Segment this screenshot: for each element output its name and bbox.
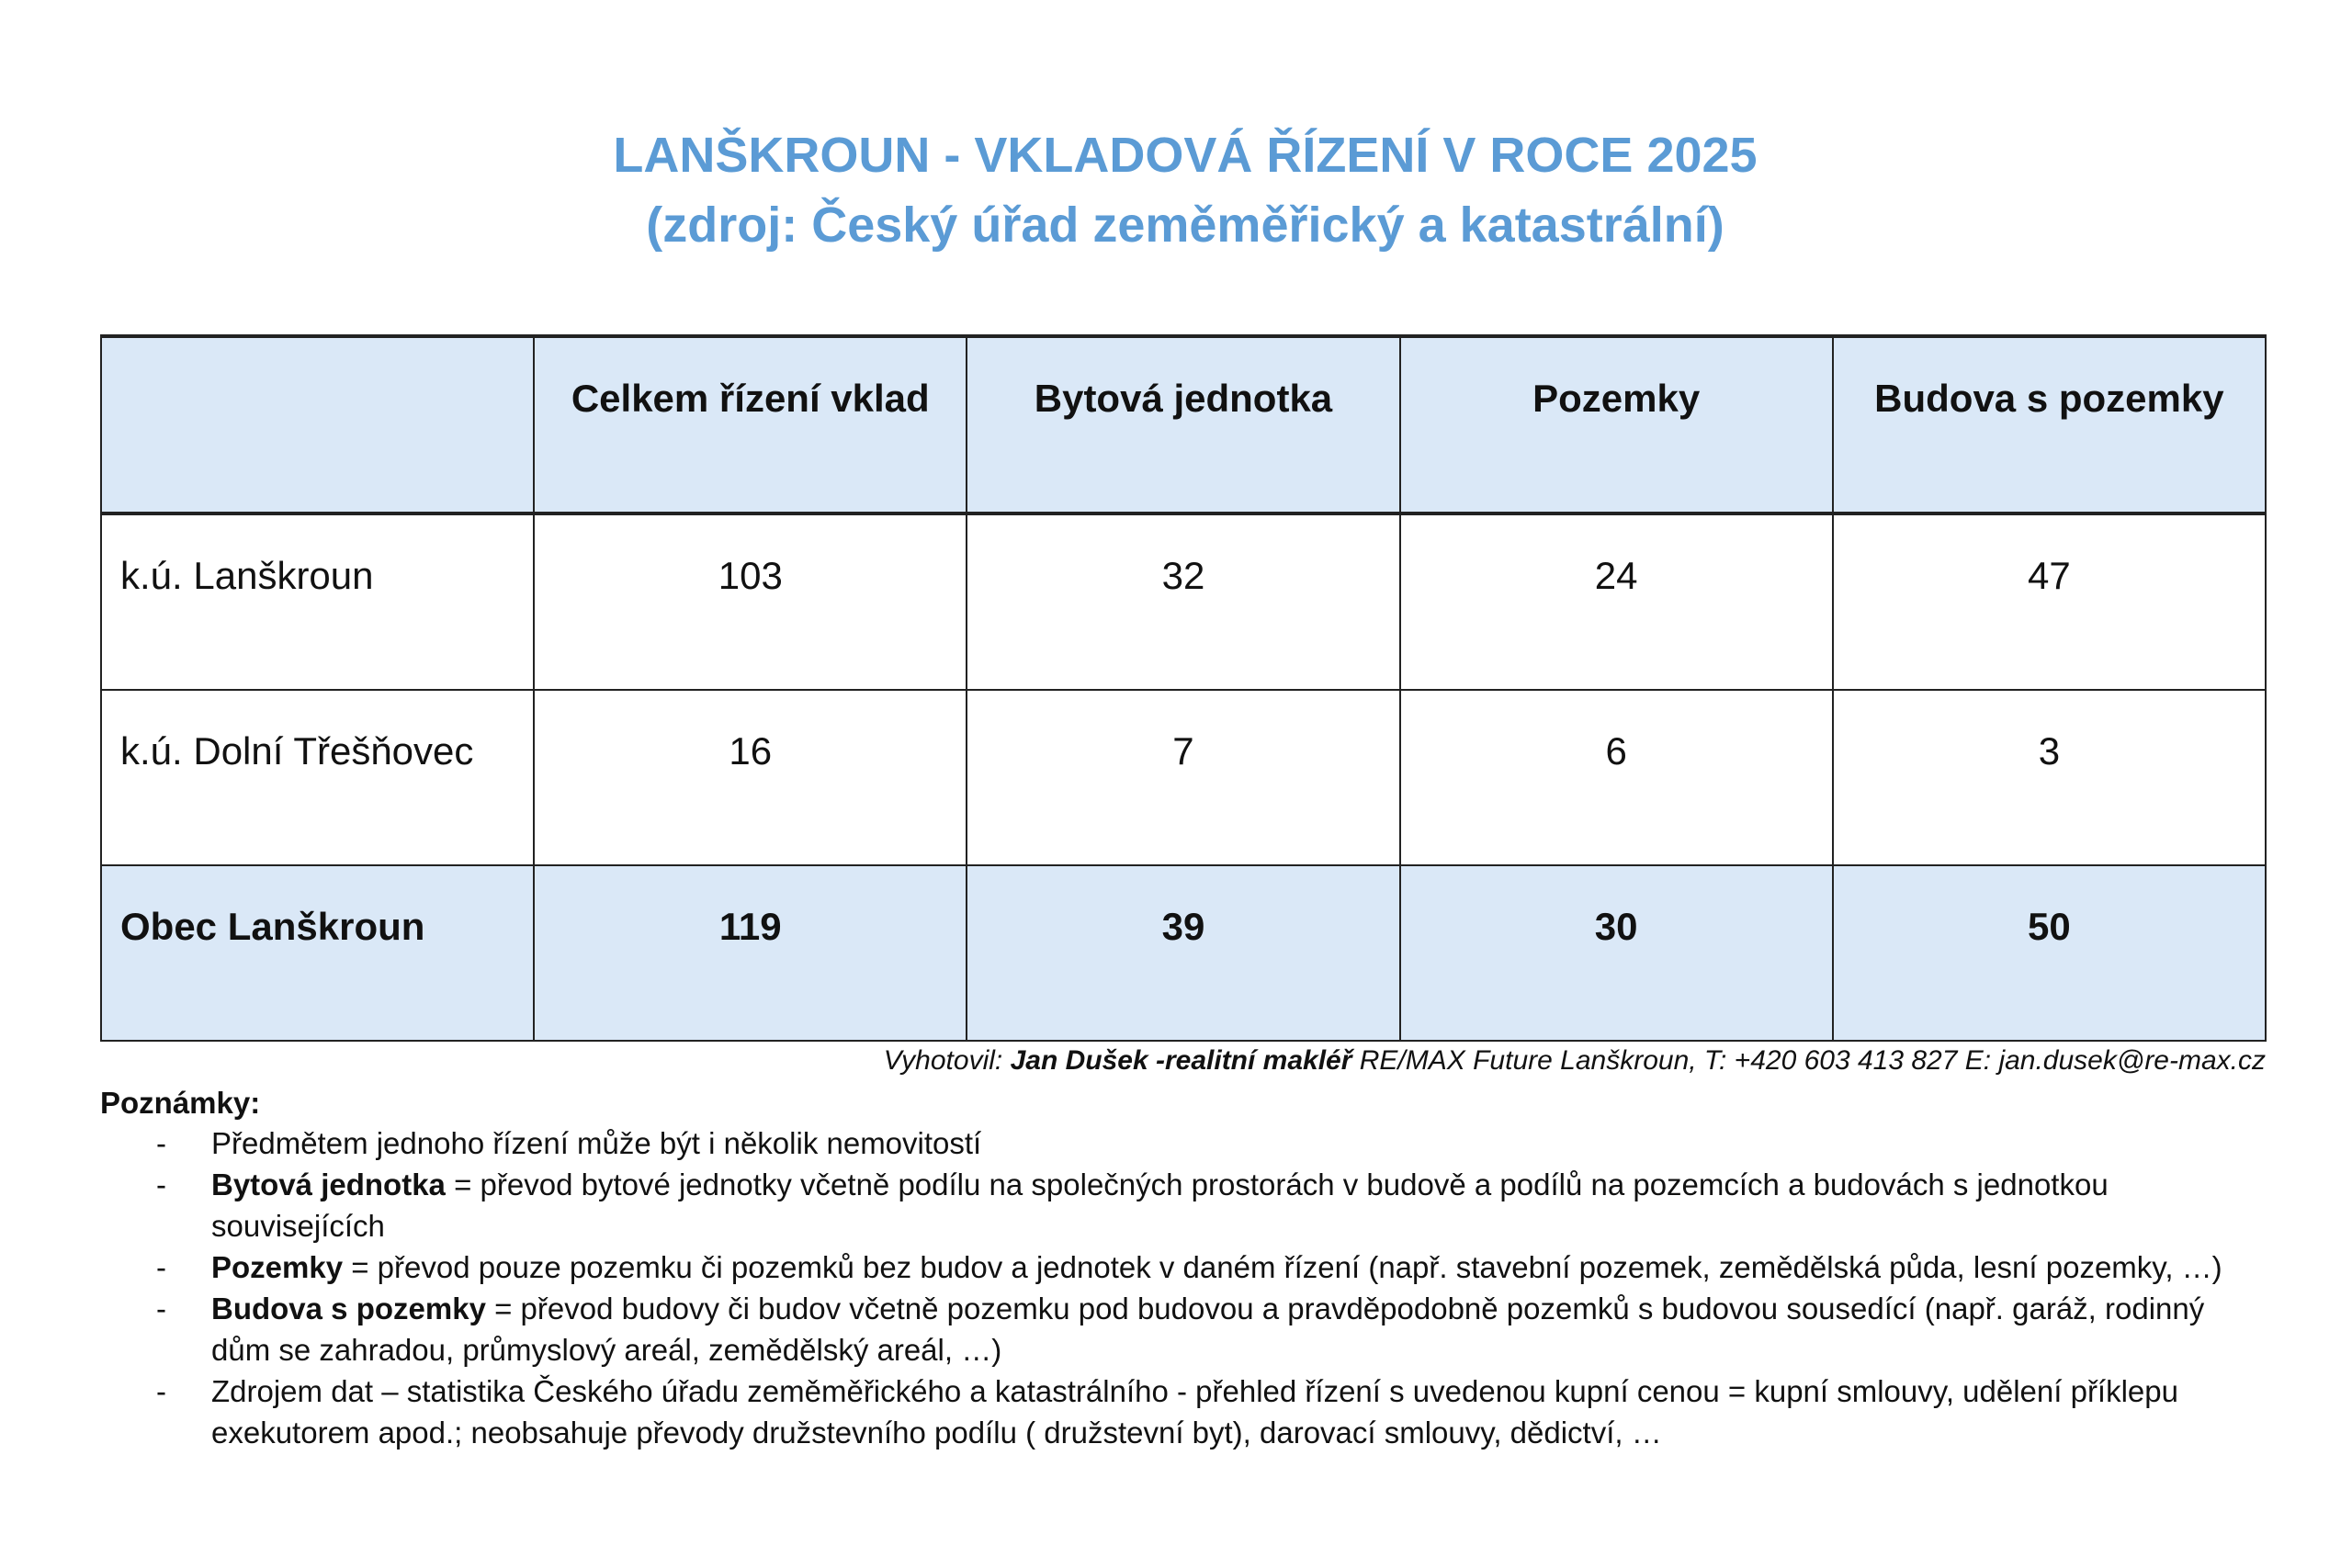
table-cell: 103 <box>533 513 968 691</box>
note-item: - Zdrojem dat – statistika Českého úřadu … <box>0 1371 2278 1453</box>
table-cell: 30 <box>1398 864 1834 1042</box>
column-header-building: Budova s pozemky <box>1831 334 2267 515</box>
row-label: Obec Lanškroun <box>99 864 536 1042</box>
table-header-row: Celkem řízení vklad Bytová jednotka Poze… <box>99 334 2267 515</box>
dash-bullet-icon: - <box>156 1250 166 1284</box>
dash-bullet-icon: - <box>156 1168 166 1201</box>
dash-bullet-icon: - <box>156 1374 166 1408</box>
note-item: - Pozemky = převod pouze pozemku či pozem… <box>0 1247 2278 1288</box>
table-row: k.ú. Lanškroun 103 32 24 47 <box>99 513 2267 691</box>
dash-bullet-icon: - <box>156 1292 166 1325</box>
note-item: - Budova s pozemky = převod budovy či bud… <box>0 1288 2278 1371</box>
column-header-apartment: Bytová jednotka <box>966 334 1401 515</box>
note-item: - Bytová jednotka = převod bytové jednotk… <box>0 1164 2278 1247</box>
table-cell: 7 <box>966 689 1401 866</box>
table-row: k.ú. Dolní Třešňovec 16 7 6 3 <box>99 689 2267 866</box>
row-label: k.ú. Dolní Třešňovec <box>99 689 536 866</box>
table-cell: 6 <box>1398 689 1834 866</box>
author-credit: Vyhotovil: Jan Dušek -realitní makléř RE… <box>884 1045 2266 1077</box>
credit-contact: RE/MAX Future Lanškroun, T: +420 603 413… <box>1351 1045 2266 1076</box>
table-cell: 50 <box>1831 864 2267 1042</box>
column-header-total: Celkem řízení vklad <box>533 334 968 515</box>
page-subtitle: (zdroj: Český úřad zeměměřický a katastr… <box>646 197 1724 253</box>
notes-list: - Předmětem jednoho řízení může být i něk… <box>0 1122 2278 1453</box>
statistics-table: Celkem řízení vklad Bytová jednotka Poze… <box>99 334 2267 1042</box>
table-cell: 32 <box>966 513 1401 691</box>
row-label: k.ú. Lanškroun <box>99 513 536 691</box>
credit-author: Jan Dušek -realitní makléř <box>1010 1045 1352 1076</box>
note-item: - Předmětem jednoho řízení může být i něk… <box>0 1122 2278 1164</box>
table-total-row: Obec Lanškroun 119 39 30 50 <box>99 864 2267 1042</box>
table-cell: 39 <box>966 864 1401 1042</box>
page-title: LANŠKROUN - VKLADOVÁ ŘÍZENÍ V ROCE 2025 <box>613 128 1758 183</box>
dash-bullet-icon: - <box>156 1126 166 1160</box>
table-cell: 3 <box>1831 689 2267 866</box>
table-cell: 119 <box>533 864 968 1042</box>
notes-heading: Poznámky: <box>100 1086 261 1120</box>
column-header-empty <box>99 334 536 515</box>
credit-prefix: Vyhotovil: <box>883 1045 1011 1076</box>
table-cell: 16 <box>533 689 968 866</box>
column-header-land: Pozemky <box>1398 334 1834 515</box>
table-cell: 47 <box>1831 513 2267 691</box>
table-cell: 24 <box>1398 513 1834 691</box>
